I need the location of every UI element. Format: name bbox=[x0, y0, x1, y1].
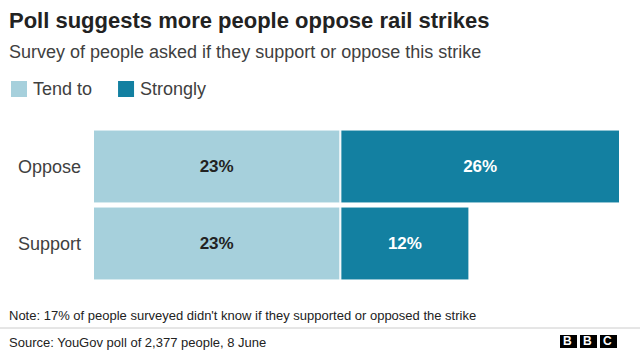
svg-text:23%: 23% bbox=[200, 157, 234, 176]
svg-text:Oppose: Oppose bbox=[18, 157, 81, 177]
svg-text:B: B bbox=[583, 334, 592, 348]
svg-text:Poll suggests more people oppo: Poll suggests more people oppose rail st… bbox=[9, 8, 489, 33]
svg-text:Source: YouGov poll of 2,377 p: Source: YouGov poll of 2,377 people, 8 J… bbox=[9, 335, 266, 350]
svg-text:23%: 23% bbox=[200, 234, 234, 253]
svg-text:Support: Support bbox=[18, 234, 81, 254]
svg-text:12%: 12% bbox=[388, 234, 422, 253]
svg-text:B: B bbox=[563, 334, 572, 348]
svg-text:26%: 26% bbox=[463, 157, 497, 176]
svg-text:C: C bbox=[603, 334, 612, 348]
svg-text:Strongly: Strongly bbox=[140, 79, 206, 99]
svg-text:Tend to: Tend to bbox=[33, 79, 92, 99]
svg-text:Survey of people asked if they: Survey of people asked if they support o… bbox=[9, 42, 481, 62]
svg-text:Note: 17% of people surveyed d: Note: 17% of people surveyed didn't know… bbox=[9, 308, 476, 323]
